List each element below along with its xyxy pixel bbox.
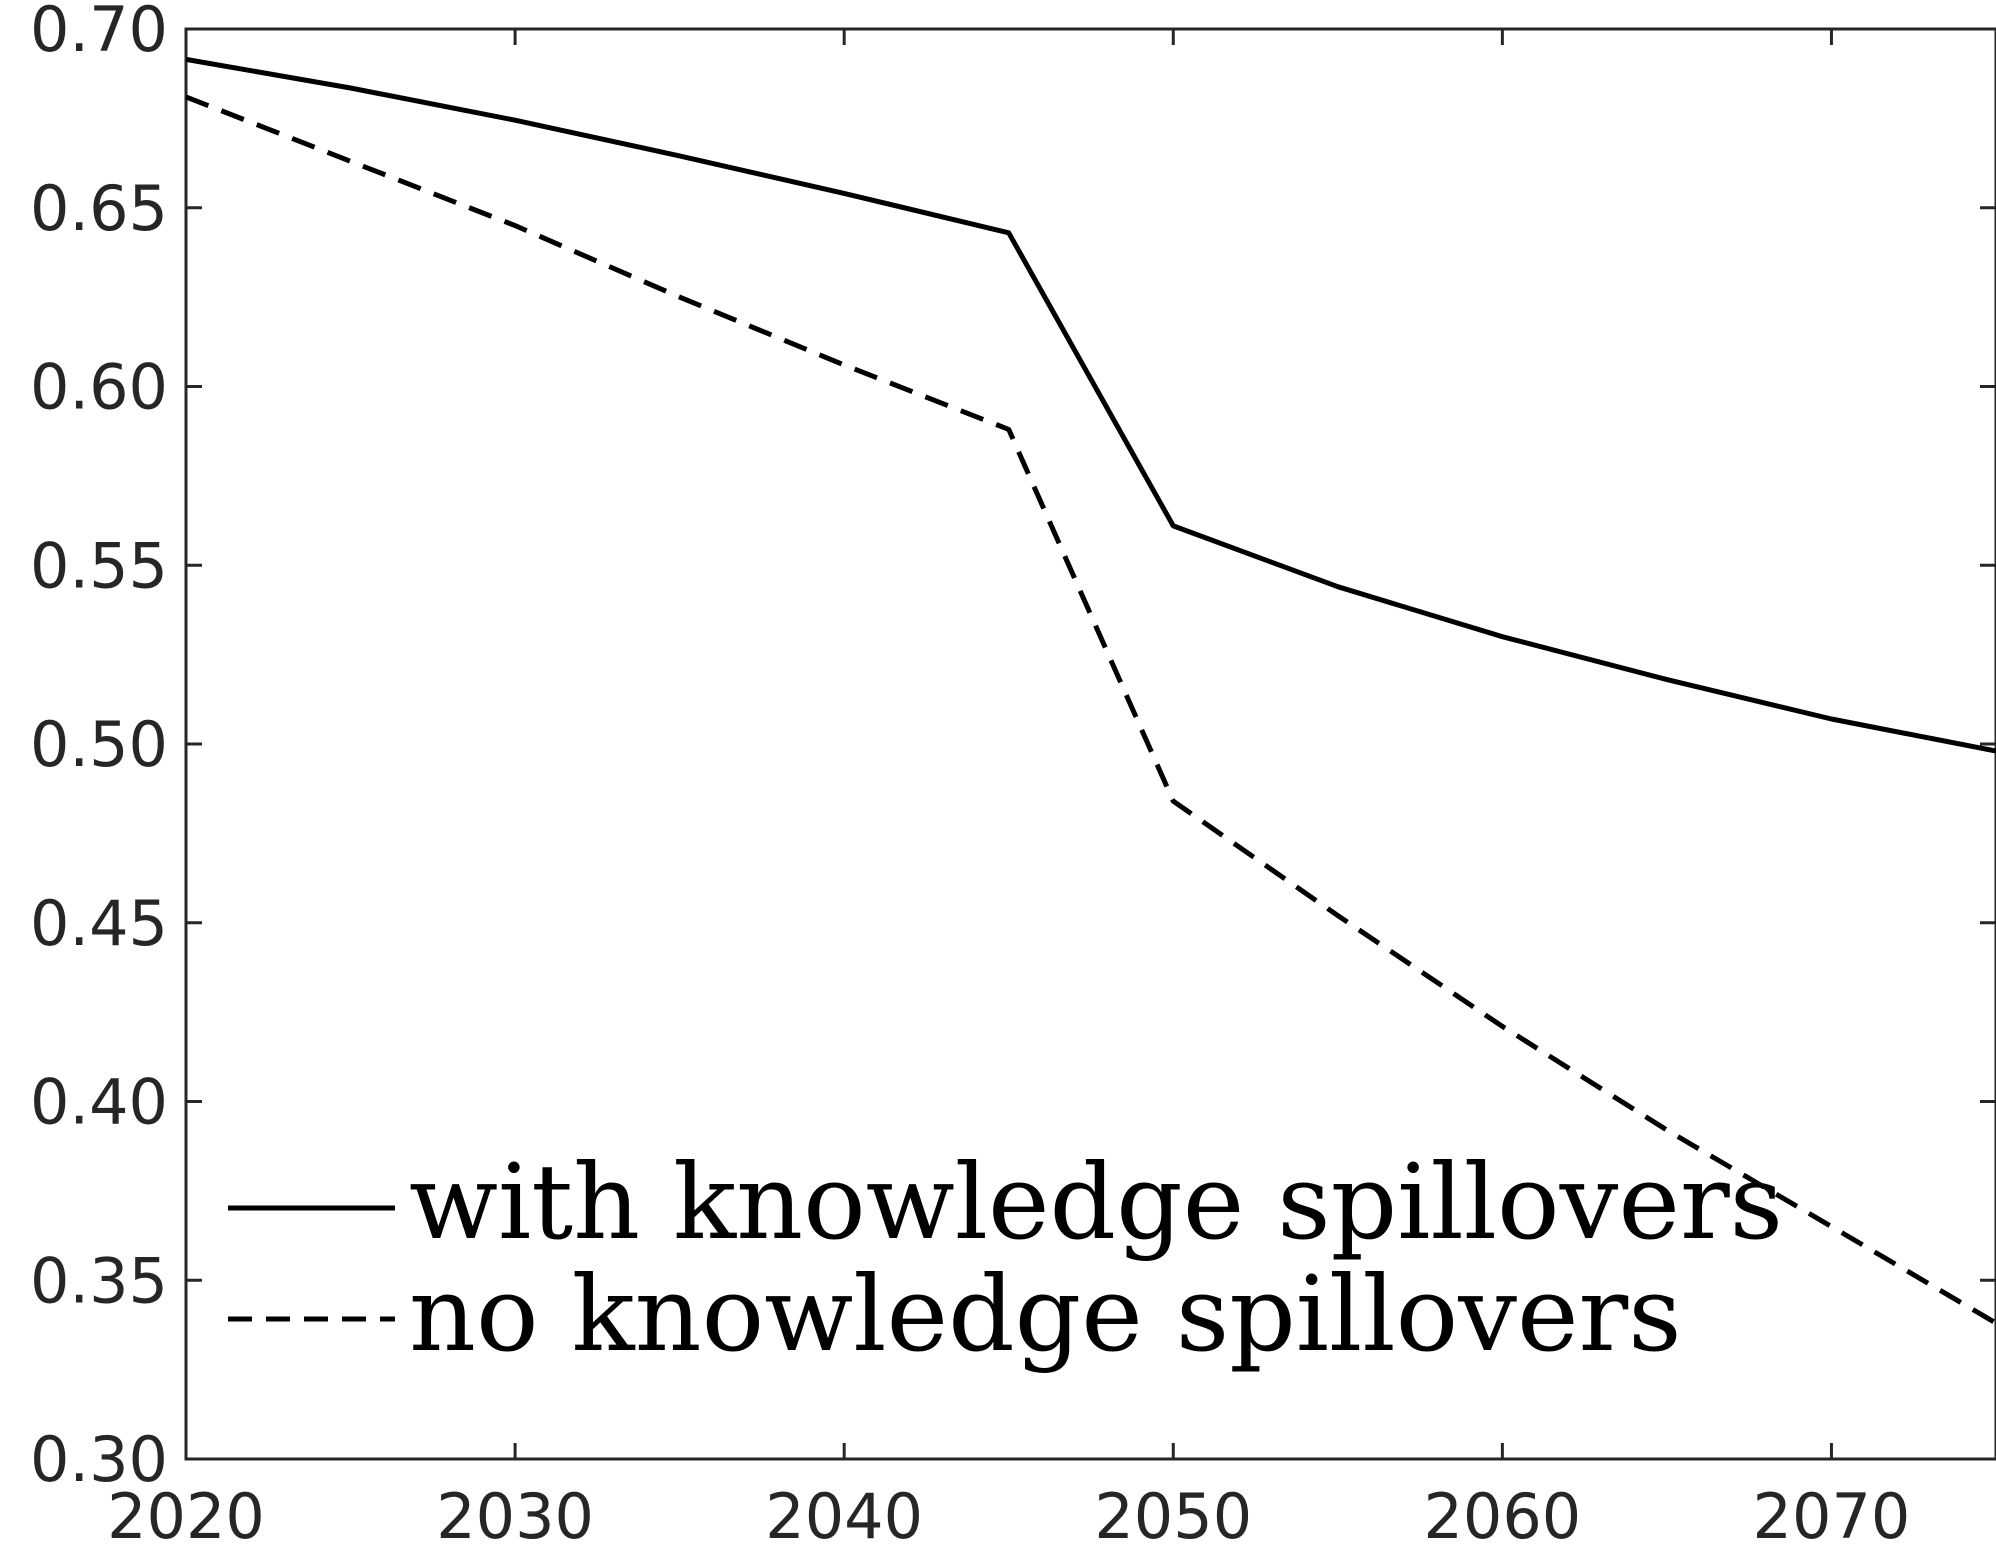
x-tick-label: 2070 — [1753, 1480, 1911, 1553]
y-tick-label: 0.35 — [30, 1244, 168, 1317]
y-tick-label: 0.65 — [30, 172, 168, 245]
y-axis-tick-labels: 0.30 0.35 0.40 0.45 0.50 0.55 0.60 0.65 0.70 — [30, 0, 168, 1496]
y-tick-label: 0.30 — [30, 1423, 168, 1496]
legend-label-with-spillovers: with knowledge spillovers — [409, 1141, 1783, 1263]
x-axis-tick-labels: 2020 2030 2040 2050 2060 2070 — [107, 1480, 1910, 1553]
y-tick-label: 0.55 — [30, 529, 168, 602]
y-tick-label: 0.50 — [30, 708, 168, 781]
series-line-with-spillovers — [185, 56, 1996, 754]
x-tick-label: 2020 — [107, 1480, 265, 1553]
series-line-no-spillovers — [185, 94, 1996, 1326]
y-tick-label: 0.60 — [30, 351, 168, 424]
x-tick-label: 2030 — [436, 1480, 594, 1553]
y-tick-label: 0.40 — [30, 1066, 168, 1139]
y-tick-label: 0.70 — [30, 0, 168, 66]
tick-marks — [184, 27, 1996, 1461]
series-lines — [185, 56, 1996, 1326]
x-tick-label: 2050 — [1094, 1480, 1252, 1553]
legend-label-no-spillovers: no knowledge spillovers — [409, 1253, 1682, 1375]
legend: with knowledge spillovers no knowledge s… — [228, 1141, 1783, 1375]
x-tick-label: 2040 — [765, 1480, 923, 1553]
x-tick-label: 2060 — [1423, 1480, 1581, 1553]
y-tick-label: 0.45 — [30, 887, 168, 960]
